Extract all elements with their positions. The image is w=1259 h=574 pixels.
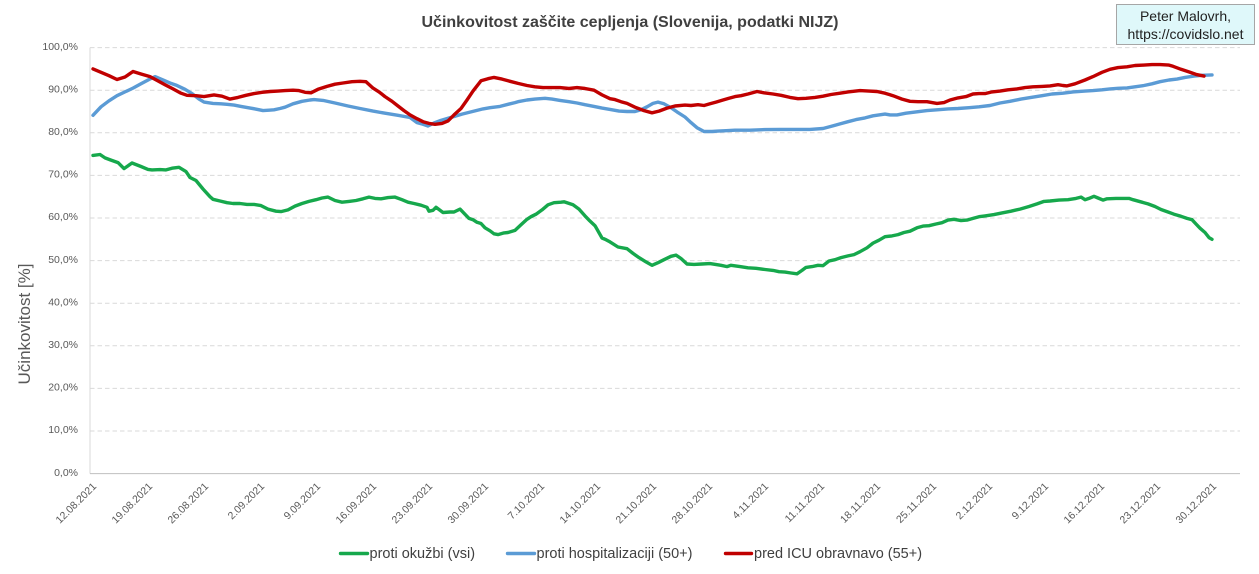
svg-text:50,0%: 50,0% xyxy=(48,254,78,266)
svg-text:proti okužbi (vsi): proti okužbi (vsi) xyxy=(370,546,476,562)
svg-text:proti hospitalizaciji (50+): proti hospitalizaciji (50+) xyxy=(537,546,693,562)
svg-text:0,0%: 0,0% xyxy=(54,467,78,479)
svg-text:Peter Malovrh,: Peter Malovrh, xyxy=(1140,8,1231,24)
svg-text:80,0%: 80,0% xyxy=(48,126,78,138)
svg-text:90,0%: 90,0% xyxy=(48,83,78,95)
svg-text:10,0%: 10,0% xyxy=(48,424,78,436)
svg-text:Učinkovitost [%]: Učinkovitost [%] xyxy=(15,264,34,385)
svg-text:pred ICU obravnavo (55+): pred ICU obravnavo (55+) xyxy=(754,546,922,562)
svg-text:20,0%: 20,0% xyxy=(48,382,78,394)
svg-text:40,0%: 40,0% xyxy=(48,296,78,308)
svg-text:https://covidslo.net: https://covidslo.net xyxy=(1128,26,1244,42)
svg-text:70,0%: 70,0% xyxy=(48,169,78,181)
svg-text:60,0%: 60,0% xyxy=(48,211,78,223)
svg-text:Učinkovitost zaščite cepljenja: Učinkovitost zaščite cepljenja (Slovenij… xyxy=(422,14,839,31)
svg-text:100,0%: 100,0% xyxy=(42,41,78,53)
svg-text:30,0%: 30,0% xyxy=(48,339,78,351)
